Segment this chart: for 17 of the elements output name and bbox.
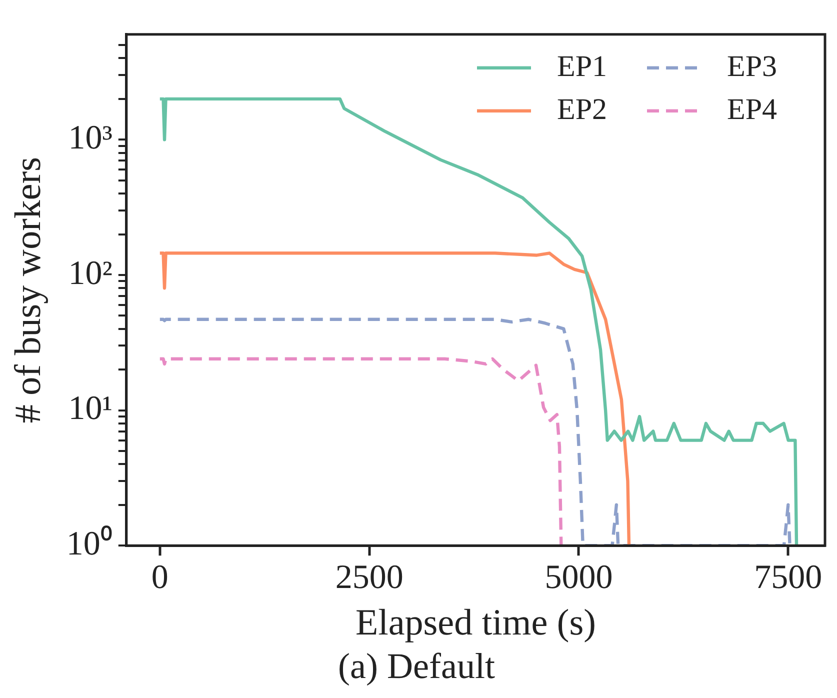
legend-label: EP2 (557, 92, 608, 126)
y-tick-label: 10⁰ (66, 526, 112, 563)
legend-label: EP3 (727, 50, 778, 83)
y-tick-label: 10³ (68, 120, 112, 157)
y-tick-label: 10¹ (68, 390, 112, 428)
x-axis-title: Elapsed time (s) (355, 602, 596, 644)
x-tick-label: 7500 (754, 558, 822, 596)
line-series (158, 318, 794, 546)
x-tick-label: 5000 (544, 558, 613, 596)
legend-label: EP1 (557, 50, 608, 83)
text: (a) Default (338, 646, 495, 686)
y-axis-title: # of busy workers (8, 156, 49, 424)
y-tick-label: 10² (68, 254, 112, 292)
line-series (158, 357, 563, 546)
x-tick-label: 2500 (335, 558, 404, 596)
legend-label: EP4 (727, 92, 778, 126)
x-tick-label: 0 (151, 558, 168, 596)
